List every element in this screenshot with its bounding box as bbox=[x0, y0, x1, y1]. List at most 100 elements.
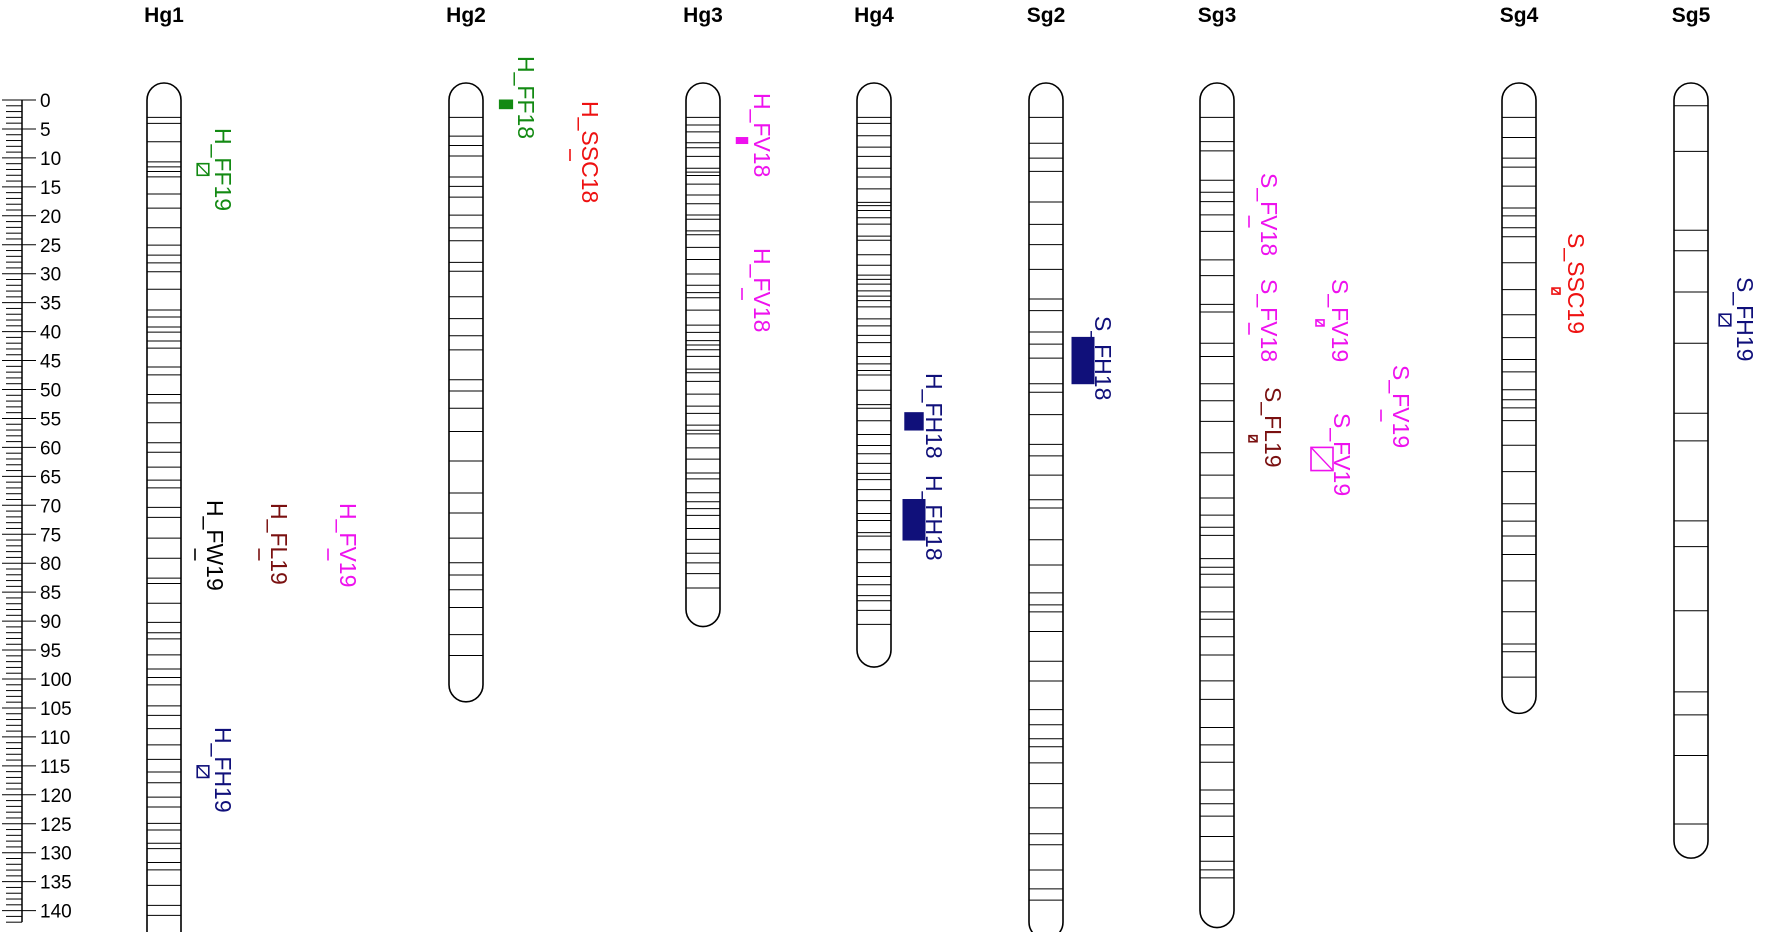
scale-tick-label: 0 bbox=[40, 91, 51, 112]
qtl-s-fv18: S_FV18 bbox=[1248, 279, 1282, 362]
marker-lines bbox=[857, 116, 891, 625]
qtl-label: H_FV18 bbox=[749, 93, 775, 177]
qtl-s-fh18: S_FH18 bbox=[1071, 316, 1116, 400]
scale-tick-label: 95 bbox=[40, 641, 61, 662]
linkage-group-hg3: Hg3 bbox=[683, 4, 723, 628]
qtl-label: S_SSC19 bbox=[1563, 233, 1589, 334]
qtl-marker bbox=[1071, 336, 1095, 385]
qtl-s-fv19: S_FV19 bbox=[1310, 413, 1355, 496]
scale-tick-label: 30 bbox=[40, 265, 61, 286]
qtl-marker bbox=[1551, 287, 1561, 295]
qtl-marker-hatch bbox=[196, 163, 210, 176]
marker-lines bbox=[1502, 116, 1536, 678]
qtl-s-fh19: S_FH19 bbox=[1718, 277, 1758, 361]
chromosome-outline bbox=[1501, 82, 1537, 715]
scale-tick-label: 90 bbox=[40, 612, 61, 633]
qtl-label: S_FV18 bbox=[1256, 173, 1282, 256]
qtl-label: H_FL19 bbox=[266, 503, 292, 585]
scale-ruler: 0 5 10 15 20 25 30 35 40 45 50 55 60 65 70 75 80 85 90 95 10… bbox=[2, 91, 72, 923]
qtl-marker bbox=[1315, 319, 1325, 327]
qtl-label: H_FH18 bbox=[921, 373, 947, 459]
qtl-h-fv18: H_FV18 bbox=[741, 248, 775, 332]
scale-tick-label: 55 bbox=[40, 409, 61, 430]
qtl-h-fl19: H_FL19 bbox=[258, 503, 292, 585]
qtl-s-fl19: S_FL19 bbox=[1248, 387, 1286, 468]
qtl-label: S_FH19 bbox=[1732, 277, 1758, 361]
scale-tick-label: 140 bbox=[40, 902, 72, 923]
qtl-label: S_FV19 bbox=[1327, 279, 1353, 362]
scale-tick-label: 135 bbox=[40, 873, 72, 894]
linkage-group-title: Sg5 bbox=[1672, 4, 1711, 27]
qtl-marker-hatch bbox=[1551, 287, 1561, 295]
chromosome-outline bbox=[146, 82, 182, 932]
qtl-marker bbox=[902, 499, 926, 541]
marker-lines bbox=[1200, 116, 1234, 879]
qtl-label: S_FV18 bbox=[1256, 279, 1282, 362]
qtl-h-fh18: H_FH18 bbox=[904, 373, 947, 459]
qtl-label: H_FV18 bbox=[749, 248, 775, 332]
linkage-group-title: Hg2 bbox=[446, 4, 486, 27]
scale-tick-label: 80 bbox=[40, 554, 61, 575]
qtl-marker bbox=[196, 765, 210, 779]
qtl-h-ff18: H_FF18 bbox=[498, 56, 539, 139]
qtl-h-fv18: H_FV18 bbox=[735, 93, 775, 177]
marker-lines bbox=[1674, 105, 1708, 825]
qtl-s-fv19: S_FV19 bbox=[1380, 365, 1414, 448]
scale-tick-label: 70 bbox=[40, 496, 61, 517]
qtl-marker-hatch bbox=[1248, 435, 1258, 443]
qtl-s-fv19: S_FV19 bbox=[1315, 279, 1353, 362]
qtl-s-ssc19: S_SSC19 bbox=[1551, 233, 1589, 334]
qtl-label: H_FF18 bbox=[513, 56, 539, 139]
scale-tick-label: 75 bbox=[40, 525, 61, 546]
chromosome-outline bbox=[1199, 82, 1235, 929]
linkage-groups: Hg1 Hg2 Hg3 Hg4 Sg2 Sg3 Sg4 Sg5 H_FF19 H_FW19 H_FL… bbox=[144, 4, 1758, 932]
qtl-marker-hatch bbox=[1315, 319, 1325, 327]
scale-tick-label: 120 bbox=[40, 786, 72, 807]
linkage-group-sg5: Sg5 bbox=[1672, 4, 1711, 859]
qtl-marker-hatch bbox=[1718, 313, 1732, 327]
qtl-h-fh18: H_FH18 bbox=[902, 475, 947, 561]
scale-tick-label: 125 bbox=[40, 815, 72, 836]
qtl-h-fh19: H_FH19 bbox=[196, 727, 236, 813]
linkage-group-hg4: Hg4 bbox=[854, 4, 894, 668]
linkage-group-sg4: Sg4 bbox=[1500, 4, 1539, 715]
qtl-label: H_FH19 bbox=[210, 727, 236, 813]
marker-lines bbox=[686, 116, 720, 589]
marker-lines bbox=[1029, 116, 1063, 901]
qtl-h-ff19: H_FF19 bbox=[196, 128, 236, 211]
qtl-label: H_SSC18 bbox=[577, 101, 603, 203]
chromosome-outline bbox=[1673, 82, 1709, 859]
linkage-group-sg3: Sg3 bbox=[1198, 4, 1236, 929]
qtl-marker bbox=[904, 412, 924, 431]
scale-tick-label: 45 bbox=[40, 352, 61, 373]
scale-tick-label: 85 bbox=[40, 583, 61, 604]
scale-tick-label: 5 bbox=[40, 120, 51, 141]
linkage-group-hg1: Hg1 bbox=[144, 4, 184, 932]
linkage-group-title: Sg4 bbox=[1500, 4, 1539, 27]
qtl-s-fv18: S_FV18 bbox=[1248, 173, 1282, 256]
scale-tick-label: 35 bbox=[40, 294, 61, 315]
linkage-group-hg2: Hg2 bbox=[446, 4, 486, 703]
linkage-group-sg2: Sg2 bbox=[1027, 4, 1065, 932]
chromosome-outline bbox=[448, 82, 484, 703]
scale-tick-label: 65 bbox=[40, 467, 61, 488]
scale-tick-label: 40 bbox=[40, 323, 61, 344]
qtl-marker bbox=[498, 99, 514, 110]
scale-tick-label: 105 bbox=[40, 699, 72, 720]
scale-tick-label: 60 bbox=[40, 438, 61, 459]
qtl-h-ssc18: H_SSC18 bbox=[569, 101, 603, 203]
scale-tick-label: 115 bbox=[40, 757, 70, 778]
qtl-marker bbox=[196, 162, 210, 177]
qtl-h-fw19: H_FW19 bbox=[194, 500, 228, 591]
linkage-group-title: Hg3 bbox=[683, 4, 723, 27]
scale-tick-label: 100 bbox=[40, 670, 72, 691]
scale-tick-label: 50 bbox=[40, 381, 61, 402]
chromosome-outline bbox=[856, 82, 892, 668]
qtl-h-fv19: H_FV19 bbox=[327, 503, 361, 587]
qtl-label: S_FV19 bbox=[1388, 365, 1414, 448]
linkage-group-title: Hg4 bbox=[854, 4, 894, 27]
scale-tick-label: 110 bbox=[40, 728, 70, 749]
chromosome-outline bbox=[685, 82, 721, 628]
qtl-marker bbox=[1248, 434, 1258, 443]
marker-lines bbox=[449, 116, 483, 656]
